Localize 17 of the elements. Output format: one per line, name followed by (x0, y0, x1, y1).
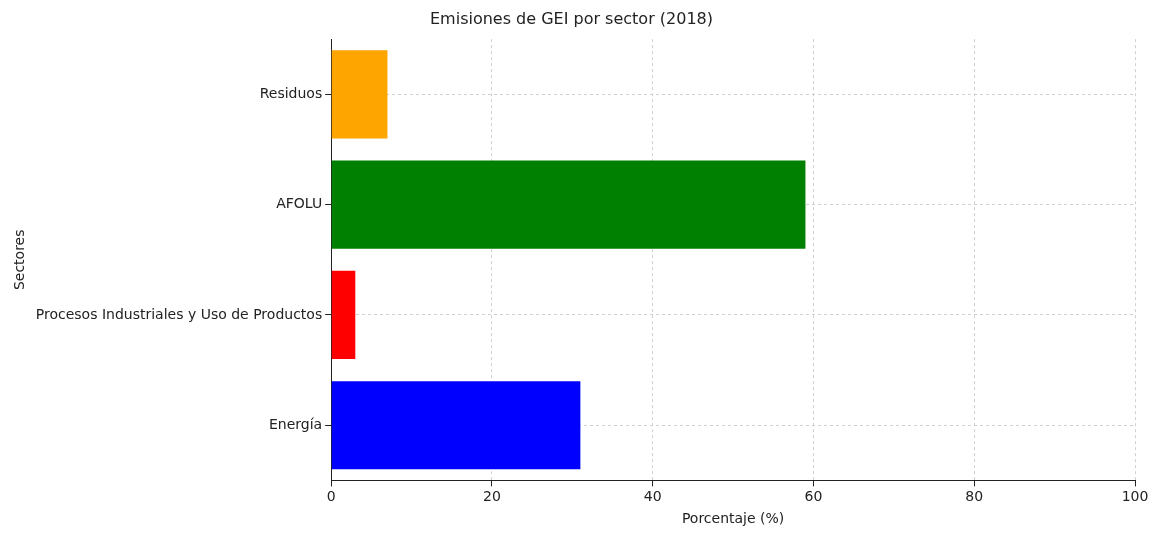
bar (331, 381, 581, 470)
y-axis-title: Sectores (11, 229, 28, 291)
x-tick-label: 80 (965, 488, 984, 505)
x-tick-label: 0 (326, 488, 336, 505)
x-tick-label: 60 (804, 488, 823, 505)
y-tick-label: Procesos Industriales y Uso de Productos (35, 305, 323, 322)
x-tick-label: 100 (1121, 488, 1149, 505)
x-tick-label: 20 (483, 488, 501, 505)
chart-title: Emisiones de GEI por sector (2018) (429, 8, 714, 28)
x-axis-title: Porcentaje (%) (681, 510, 785, 527)
x-tick-label: 40 (643, 488, 662, 505)
bar (331, 50, 388, 139)
y-tick-label: AFOLU (276, 195, 323, 212)
bar (331, 270, 356, 360)
bar (331, 160, 806, 249)
y-tick-label: Residuos (259, 84, 323, 101)
y-tick-label: Energía (269, 415, 323, 432)
